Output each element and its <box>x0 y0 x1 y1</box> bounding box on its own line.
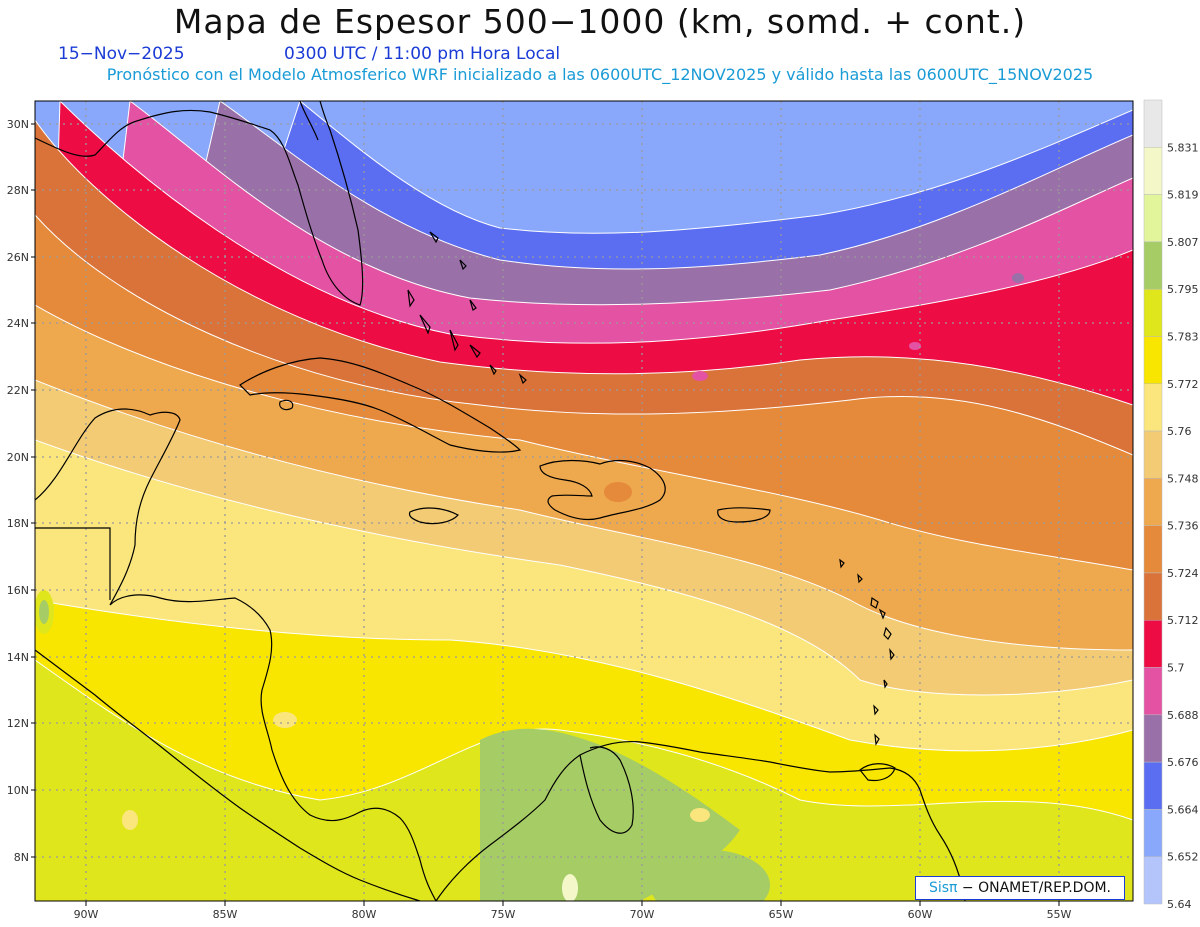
patch-darkgreen <box>543 830 567 890</box>
map-title: Mapa de Espesor 500−1000 (km, somd. + co… <box>173 2 1027 41</box>
patch-darkgreen <box>605 790 625 834</box>
colorbar-label: 5.7 <box>1167 662 1185 675</box>
colorbar-label: 5.712 <box>1167 614 1199 627</box>
lat-label: 14N <box>7 651 29 664</box>
florida-coast <box>35 101 364 306</box>
lat-label: 26N <box>7 251 29 264</box>
coastlines <box>35 101 966 901</box>
forecast-subtitle: Pronóstico con el Modelo Atmosferico WRF… <box>106 65 1094 84</box>
lat-label: 20N <box>7 451 29 464</box>
colorbar-swatch <box>1143 667 1163 716</box>
colorbar-label: 5.64 <box>1167 898 1192 911</box>
patch-darkgreen <box>39 600 49 624</box>
patch-lightyellow <box>690 808 710 822</box>
patch-darkgreen <box>650 850 770 901</box>
cuba-coast <box>239 357 522 453</box>
colorbar-label: 5.676 <box>1167 756 1199 769</box>
lat-label: 12N <box>7 717 29 730</box>
bahamas <box>407 231 527 385</box>
colorbar-swatch <box>1143 336 1163 385</box>
colorbar-swatch <box>1143 761 1163 810</box>
central-america-pacific-coast <box>35 649 421 901</box>
colorbar-label: 5.664 <box>1167 803 1199 816</box>
colorbar-swatch <box>1143 99 1163 148</box>
sis-logo-text: Sisπ <box>928 880 958 896</box>
patch-lightyellow <box>122 810 138 830</box>
lon-label: 90W <box>74 908 99 921</box>
jamaica-coast <box>408 507 459 525</box>
lat-label: 30N <box>7 118 29 131</box>
colorbar-swatch <box>1143 288 1163 337</box>
credit-box: Sisπ − ONAMET/REP.DOM. <box>915 876 1125 900</box>
colorbar-swatch <box>1143 809 1163 857</box>
lon-label: 80W <box>352 908 377 921</box>
lat-label: 22N <box>7 384 29 397</box>
colorbar-label: 5.795 <box>1167 283 1199 296</box>
colorbar-swatch <box>1143 856 1163 905</box>
colorbar-swatch <box>1143 430 1163 479</box>
lon-label: 70W <box>630 908 655 921</box>
colorbar: 5.831 5.819 5.807 5.795 5.783 5.772 5.76 5.748 5… <box>1143 99 1199 911</box>
lon-axis: 90W 85W 80W 75W 70W 65W 60W 55W <box>74 901 1072 921</box>
lon-label: 65W <box>769 908 794 921</box>
lon-label: 55W <box>1047 908 1072 921</box>
patch-lightyellow <box>273 712 297 728</box>
lon-label: 60W <box>908 908 933 921</box>
hispaniola-coast <box>539 459 666 521</box>
florida-east-coast <box>299 101 319 141</box>
colorbar-label: 5.736 <box>1167 520 1199 533</box>
patch-lightgreen <box>562 874 578 901</box>
colorbar-swatch <box>1143 619 1163 668</box>
patch-darkgreen <box>537 750 549 810</box>
lat-label: 10N <box>7 784 29 797</box>
lat-axis: 30N 28N 26N 24N 22N 20N 18N 16N 14N 12N 10N 8N <box>7 118 35 864</box>
map-frame <box>34 100 1134 902</box>
colorbar-label: 5.76 <box>1167 425 1192 438</box>
colorbar-label: 5.783 <box>1167 330 1199 343</box>
colorbar-swatch <box>1143 525 1163 574</box>
colorbar-swatch <box>1143 572 1163 621</box>
lon-label: 75W <box>491 908 516 921</box>
colorbar-label: 5.831 <box>1167 141 1199 154</box>
colorbar-swatch <box>1143 714 1163 763</box>
lat-label: 28N <box>7 184 29 197</box>
lake-maracaibo <box>579 746 634 834</box>
patch-purple <box>1012 273 1024 283</box>
colorbar-label: 5.652 <box>1167 851 1199 864</box>
lat-label: 8N <box>14 851 29 864</box>
colorbar-label: 5.724 <box>1167 567 1199 580</box>
puerto-rico-coast <box>717 507 771 523</box>
mexico-guatemala-border <box>35 527 111 600</box>
colorbar-label: 5.819 <box>1167 189 1199 202</box>
colorbar-swatch <box>1143 478 1163 526</box>
patch-pink <box>909 342 921 350</box>
forecast-time: 0300 UTC / 11:00 pm Hora Local <box>284 44 561 64</box>
forecast-date: 15−Nov−2025 <box>58 44 185 64</box>
south-america-coast <box>435 740 966 901</box>
colorbar-swatch <box>1143 147 1163 195</box>
colorbar-label: 5.748 <box>1167 472 1199 485</box>
central-america-caribbean-coast <box>35 408 437 901</box>
map-plot-area <box>35 101 1133 901</box>
colorbar-swatch <box>1143 241 1163 290</box>
colorbar-label: 5.688 <box>1167 709 1199 722</box>
colorbar-swatch <box>1143 383 1163 432</box>
isla-juventud <box>279 399 294 411</box>
graticule <box>35 101 1133 901</box>
lat-label: 18N <box>7 517 29 530</box>
lat-label: 16N <box>7 584 29 597</box>
credit-text: − ONAMET/REP.DOM. <box>957 880 1111 896</box>
lat-label: 24N <box>7 317 29 330</box>
patch-pink <box>692 371 708 381</box>
thickness-bands <box>35 101 1133 901</box>
lon-label: 85W <box>213 908 238 921</box>
lesser-antilles <box>839 558 895 746</box>
trinidad <box>859 763 896 782</box>
colorbar-swatch <box>1143 194 1163 243</box>
patch-orange <box>604 482 632 502</box>
colorbar-label: 5.772 <box>1167 378 1199 391</box>
colorbar-label: 5.807 <box>1167 236 1199 249</box>
